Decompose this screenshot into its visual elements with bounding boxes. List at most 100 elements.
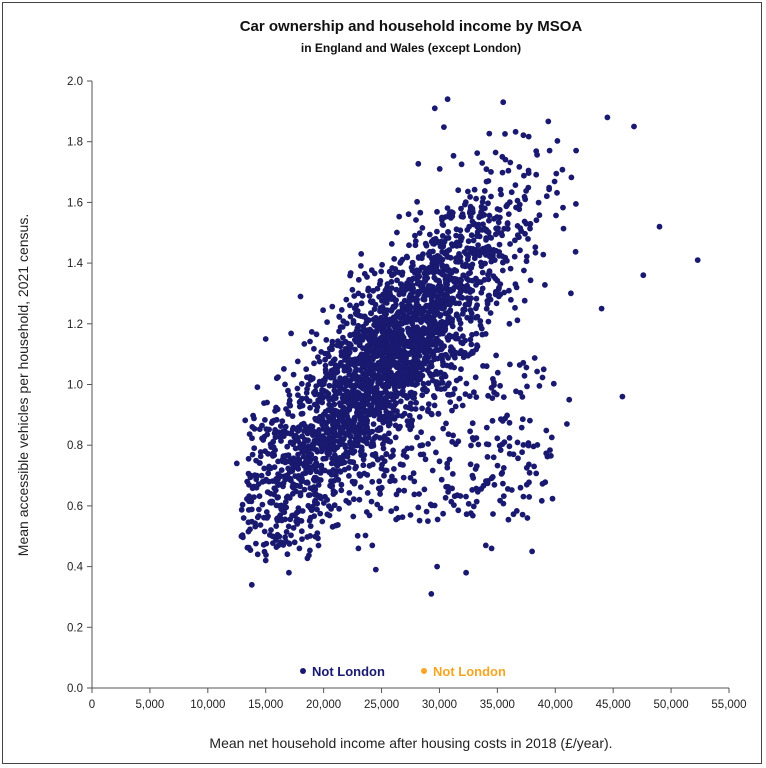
data-point — [437, 243, 444, 250]
data-point — [391, 466, 397, 472]
data-point — [526, 479, 532, 486]
data-point — [362, 376, 369, 383]
data-point — [444, 205, 451, 212]
data-point — [336, 388, 343, 395]
data-point — [429, 467, 436, 474]
data-point — [462, 391, 469, 397]
data-point — [253, 540, 259, 547]
data-point — [474, 233, 480, 240]
data-point — [336, 400, 343, 406]
data-point — [295, 451, 301, 458]
data-point — [353, 463, 359, 470]
data-point — [539, 374, 546, 381]
data-point — [432, 347, 439, 354]
data-point — [485, 200, 491, 207]
data-point — [426, 231, 433, 238]
data-point — [453, 276, 460, 282]
data-point — [529, 548, 535, 555]
data-point — [272, 427, 278, 433]
x-tick-label: 40,000 — [538, 699, 573, 711]
data-point — [378, 334, 385, 341]
data-point — [279, 418, 286, 425]
data-point — [490, 454, 497, 461]
data-point — [399, 388, 406, 394]
data-point — [410, 470, 417, 477]
data-point — [547, 447, 553, 453]
data-point — [407, 340, 414, 347]
data-point — [371, 374, 377, 380]
data-point — [282, 499, 289, 505]
data-point — [408, 277, 415, 283]
data-point — [284, 551, 291, 558]
data-point — [493, 300, 500, 307]
data-point — [261, 514, 267, 521]
data-point — [405, 211, 412, 218]
data-point — [455, 313, 461, 320]
data-point — [408, 304, 414, 311]
data-point — [251, 494, 257, 500]
data-point — [397, 315, 404, 321]
data-point — [298, 380, 305, 387]
data-point — [436, 331, 443, 337]
data-point — [346, 473, 352, 479]
data-point — [414, 434, 420, 441]
data-point — [502, 156, 509, 163]
data-point — [314, 530, 321, 536]
data-point — [456, 395, 463, 402]
data-point — [425, 269, 432, 276]
legend-label: Not London — [433, 664, 506, 679]
data-point — [322, 362, 329, 369]
data-point — [337, 324, 344, 330]
data-point — [314, 404, 321, 410]
data-point — [416, 414, 423, 420]
data-point — [465, 500, 472, 507]
data-point — [343, 497, 350, 504]
data-point — [357, 484, 364, 490]
data-point — [488, 169, 494, 175]
data-point — [493, 391, 500, 398]
data-point — [423, 303, 430, 309]
data-point — [538, 497, 545, 504]
data-point — [507, 241, 513, 247]
data-point — [357, 313, 364, 319]
data-point — [364, 360, 371, 367]
data-point — [295, 508, 302, 515]
data-point — [281, 366, 287, 372]
data-point — [520, 442, 527, 448]
data-point — [372, 319, 379, 326]
data-point — [422, 355, 428, 362]
data-point — [400, 452, 407, 458]
data-point — [488, 545, 495, 552]
data-point — [425, 343, 432, 349]
data-point — [483, 305, 490, 312]
data-point — [275, 542, 282, 549]
data-point — [358, 352, 364, 359]
data-point — [498, 191, 504, 198]
data-point — [263, 540, 270, 547]
data-point — [291, 539, 298, 546]
data-point — [497, 186, 504, 193]
data-point — [417, 451, 424, 458]
data-point — [345, 350, 352, 357]
data-point — [379, 353, 386, 360]
data-point — [331, 477, 337, 484]
data-point — [462, 199, 469, 206]
data-point — [463, 569, 469, 576]
data-point — [399, 269, 406, 276]
data-point — [336, 431, 342, 438]
data-point — [694, 257, 701, 263]
data-point — [486, 130, 493, 137]
data-point — [512, 281, 519, 288]
data-point — [371, 270, 378, 277]
data-point — [319, 421, 326, 428]
data-point — [468, 232, 475, 239]
data-point — [506, 419, 513, 426]
data-point — [439, 271, 446, 278]
data-point — [361, 421, 368, 428]
data-point — [368, 498, 375, 505]
data-point — [521, 297, 528, 304]
data-point — [411, 351, 418, 357]
data-point — [351, 371, 357, 377]
data-point — [355, 276, 362, 283]
